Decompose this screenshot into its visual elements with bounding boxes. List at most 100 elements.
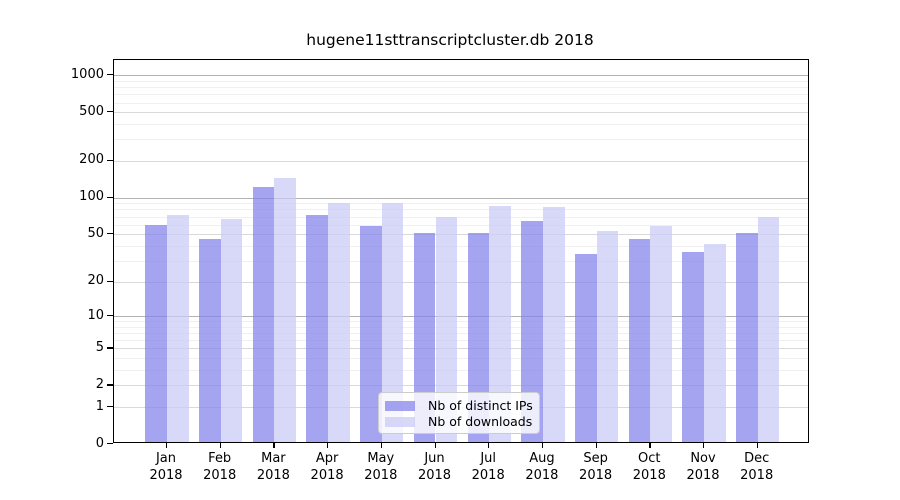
minor-gridline-6 [114, 340, 808, 342]
bar-downloads-jul [489, 205, 511, 442]
bar-distinct-ips-jun [413, 233, 436, 442]
bar-downloads-jun [435, 216, 458, 442]
bar-distinct-ips-dec [736, 233, 758, 442]
bar-distinct-ips-mar [252, 187, 275, 442]
minor-gridline-600 [114, 102, 808, 104]
minor-gridline-90 [114, 203, 808, 205]
year-label: 2018 [632, 468, 666, 483]
year-label: 2018 [310, 468, 344, 483]
x-tick-apr [327, 443, 329, 448]
bar-distinct-ips-may [360, 226, 382, 442]
x-tick-label-jan: Jan 2018 [134, 450, 198, 484]
chart-title: hugene11sttranscriptcluster.db 2018 [306, 31, 594, 49]
month-label: Dec [744, 451, 770, 466]
bar-distinct-ips-aug [521, 220, 543, 442]
major-gridline-2 [114, 385, 808, 387]
x-tick-sep [595, 443, 597, 448]
year-label: 2018 [471, 468, 505, 483]
x-tick-label-jul: Jul 2018 [456, 450, 520, 484]
y-tick-label-100: 100 [79, 189, 104, 205]
minor-gridline-40 [114, 245, 808, 247]
year-label: 2018 [686, 468, 720, 483]
y-tick-label-2: 2 [95, 376, 104, 392]
month-label: Oct [638, 451, 661, 466]
y-tick-100 [107, 196, 113, 198]
x-tick-aug [541, 443, 544, 448]
bar-distinct-ips-sep [574, 253, 597, 442]
x-tick-label-dec: Dec 2018 [725, 450, 789, 484]
y-tick-label-20: 20 [87, 273, 104, 288]
y-tick-20 [107, 280, 113, 282]
y-tick-0 [107, 443, 113, 445]
bar-distinct-ips-oct [628, 238, 651, 442]
y-tick-label-10: 10 [87, 307, 104, 323]
legend-label-downloads: Nb of downloads [428, 414, 533, 429]
legend-item-distinct-ips: Nb of distinct IPs [385, 398, 533, 413]
year-label: 2018 [579, 468, 613, 483]
minor-gridline-7 [114, 333, 808, 334]
x-tick-label-sep: Sep 2018 [564, 450, 628, 484]
bar-distinct-ips-nov [682, 252, 704, 442]
bar-downloads-feb [220, 219, 243, 442]
month-label: Sep [583, 451, 608, 466]
year-label: 2018 [417, 468, 452, 483]
bar-downloads-jan [167, 214, 189, 442]
x-tick-jan [166, 443, 168, 448]
bar-downloads-oct [650, 226, 672, 442]
month-label: Aug [529, 451, 555, 466]
legend-swatch-downloads [385, 416, 415, 427]
minor-gridline-70 [114, 216, 808, 218]
x-tick-label-nov: Nov 2018 [671, 450, 735, 484]
y-tick-label-200: 200 [79, 152, 104, 168]
x-tick-nov [703, 443, 705, 448]
month-label: Apr [315, 451, 339, 466]
x-tick-label-jun: Jun 2018 [403, 450, 467, 484]
major-gridline-500 [114, 112, 808, 114]
bar-downloads-mar [274, 177, 297, 442]
y-tick-label-1: 1 [95, 398, 104, 414]
y-tick-label-1000: 1000 [70, 66, 104, 82]
major-gridline-50 [114, 234, 808, 236]
bar-distinct-ips-apr [306, 214, 329, 442]
x-tick-label-feb: Feb 2018 [188, 450, 252, 484]
minor-gridline-300 [114, 139, 808, 141]
bar-downloads-apr [328, 203, 350, 442]
y-tick-2 [107, 384, 113, 386]
y-tick-200 [107, 159, 113, 162]
minor-gridline-900 [114, 80, 808, 82]
month-label: Feb [208, 451, 232, 466]
x-tick-jun [434, 443, 436, 448]
year-label: 2018 [256, 468, 290, 483]
legend: Nb of distinct IPs Nb of downloads [378, 392, 540, 434]
month-label: Jul [480, 451, 497, 466]
minor-gridline-4 [114, 358, 808, 360]
y-tick-1000 [107, 74, 113, 76]
legend-swatch-distinct-ips [385, 400, 415, 411]
x-tick-may [380, 443, 383, 448]
bar-distinct-ips-jan [145, 225, 167, 442]
month-label: Mar [261, 451, 286, 466]
year-label: 2018 [149, 468, 183, 483]
y-tick-50 [107, 233, 113, 235]
minor-gridline-400 [114, 124, 808, 126]
x-tick-label-apr: Apr 2018 [295, 450, 359, 484]
x-tick-label-may: May 2018 [349, 450, 413, 484]
y-tick-10 [107, 315, 113, 317]
y-tick-label-500: 500 [79, 103, 104, 119]
legend-label-distinct-ips: Nb of distinct IPs [428, 398, 533, 413]
y-tick-1 [107, 406, 113, 408]
y-tick-label-50: 50 [87, 225, 104, 241]
month-label: Nov [690, 451, 716, 466]
bar-downloads-dec [757, 216, 780, 442]
major-gridline-20 [114, 281, 808, 283]
x-tick-oct [649, 443, 651, 448]
major-gridline-100 [114, 197, 808, 199]
x-tick-label-aug: Aug 2018 [510, 450, 574, 484]
x-tick-feb [219, 443, 221, 448]
bar-downloads-aug [542, 206, 565, 442]
year-label: 2018 [525, 468, 559, 483]
month-label: May [367, 451, 395, 466]
legend-item-downloads: Nb of downloads [385, 414, 533, 429]
minor-gridline-700 [114, 94, 808, 96]
y-tick-label-5: 5 [95, 339, 104, 355]
